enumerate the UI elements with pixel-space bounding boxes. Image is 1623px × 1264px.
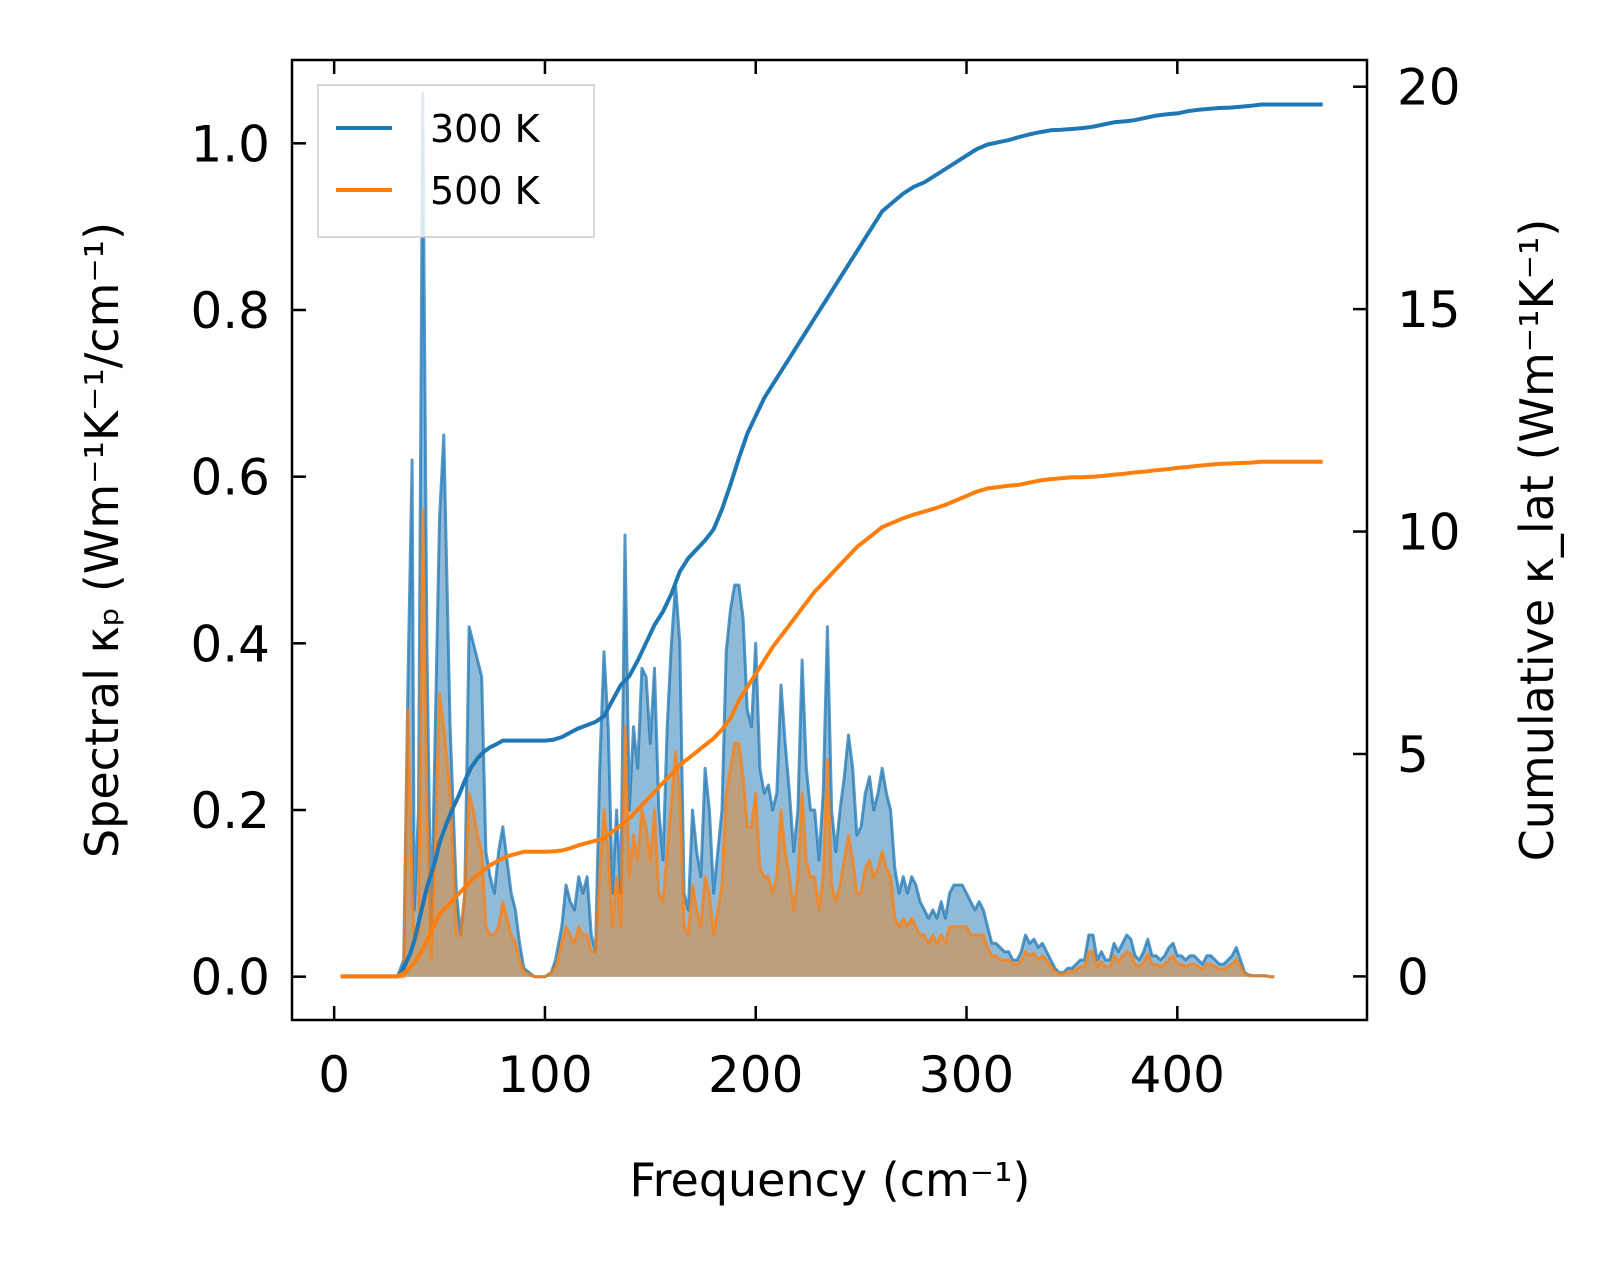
legend: 300 K 500 K: [317, 84, 595, 238]
right-axis-ticks: 0 5 10 15 20: [1353, 59, 1461, 1006]
x-tick-label: 400: [1130, 1046, 1225, 1104]
left-tick-label: 0.2: [190, 782, 270, 840]
left-tick-label: 0.4: [190, 615, 270, 673]
legend-label-500k: 500 K: [430, 169, 541, 213]
right-tick-label: 10: [1397, 504, 1461, 562]
spectral-line-300k: [340, 91, 1275, 979]
left-axis-label: Spectral κₚ (Wm⁻¹K⁻¹/cm⁻¹): [75, 222, 129, 858]
cumulative-line-500k: [340, 459, 1323, 979]
plot-frame: [290, 58, 1369, 1022]
x-axis-label: Frequency (cm⁻¹): [630, 1153, 1031, 1207]
x-tick-label: 300: [919, 1046, 1014, 1104]
x-tick-label: 200: [708, 1046, 803, 1104]
legend-label-300k: 300 K: [430, 107, 541, 151]
right-axis-label: Cumulative κ_lat (Wm⁻¹K⁻¹): [1510, 219, 1564, 862]
left-tick-label: 0.0: [190, 949, 270, 1007]
cumulative-lines: [340, 102, 1323, 979]
left-tick-label: 0.6: [190, 449, 270, 507]
right-tick-label: 20: [1397, 59, 1461, 117]
x-axis-ticks: 0 100 200 300 400: [318, 60, 1225, 1104]
spectral-line-500k: [340, 508, 1275, 979]
left-axis-ticks: 0.0 0.2 0.4 0.6 0.8 1.0: [190, 115, 306, 1007]
x-tick-label: 100: [497, 1046, 592, 1104]
right-tick-label: 5: [1397, 726, 1429, 784]
left-tick-label: 1.0: [190, 115, 270, 173]
left-tick-label: 0.8: [190, 282, 270, 340]
legend-box: [317, 84, 595, 238]
cumulative-line-300k: [340, 102, 1323, 979]
right-tick-label: 0: [1397, 948, 1429, 1006]
right-tick-label: 15: [1397, 281, 1461, 339]
spectral-lines: [340, 91, 1275, 979]
x-tick-label: 0: [318, 1046, 350, 1104]
